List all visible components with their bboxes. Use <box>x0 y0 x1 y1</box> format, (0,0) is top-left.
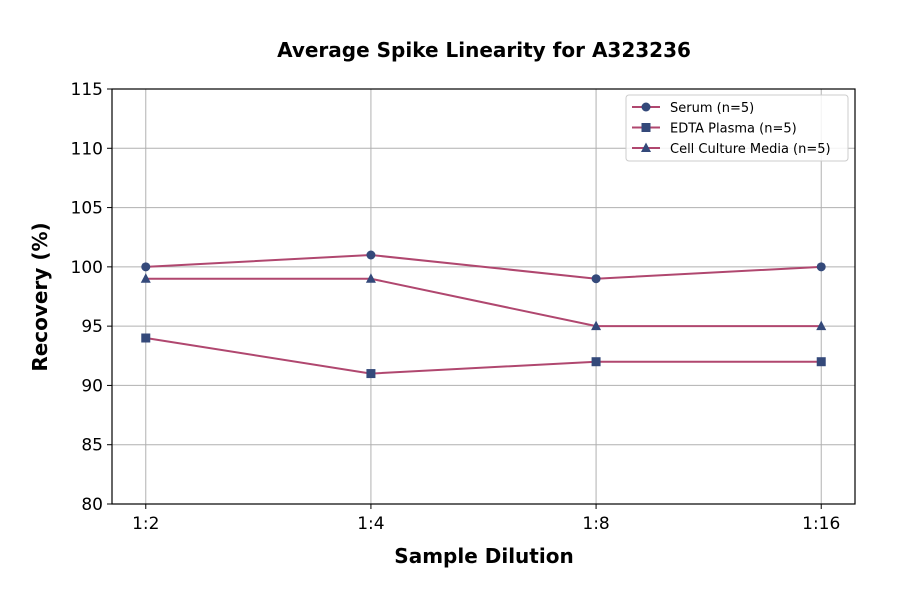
data-point-triangle <box>816 320 827 331</box>
y-tick-label: 90 <box>81 376 103 396</box>
data-point-circle <box>591 274 601 284</box>
legend-box <box>625 94 849 162</box>
x-tick-label: 1:16 <box>802 514 840 534</box>
legend-marker-triangle <box>641 142 651 152</box>
y-tick-label: 100 <box>71 258 103 278</box>
series-2 <box>140 273 827 331</box>
chart-title: Average Spike Linearity for A323236 <box>277 38 691 62</box>
data-point-square <box>141 333 151 343</box>
legend-marker-circle <box>641 102 651 112</box>
series-line <box>145 253 822 280</box>
data-point-square <box>366 369 376 379</box>
y-tick-label: 80 <box>81 495 103 515</box>
y-tick-label: 85 <box>81 436 103 456</box>
legend-label: EDTA Plasma (n=5) <box>670 122 797 137</box>
plot-frame <box>111 88 856 505</box>
legend-marker-square <box>641 123 651 132</box>
x-axis-label: Sample Dilution <box>394 544 573 568</box>
data-point-square <box>816 357 826 367</box>
data-point-circle <box>816 262 826 272</box>
data-point-triangle <box>365 273 376 283</box>
data-point-circle <box>141 262 151 272</box>
x-tick-label: 1:4 <box>357 514 384 534</box>
x-tick-label: 1:2 <box>132 514 159 534</box>
legend-label: Serum (n=5) <box>670 101 754 116</box>
y-tick-label: 115 <box>71 80 103 100</box>
legend: Serum (n=5) EDTA Plasma (n=5) Cell Culture… <box>625 94 849 162</box>
y-axis-label: Recovery (%) <box>28 222 52 371</box>
series-line <box>145 277 822 328</box>
legend-label: Cell Culture Media (n=5) <box>670 142 831 157</box>
data-point-circle <box>366 250 376 260</box>
y-tick-label: 110 <box>71 139 103 159</box>
y-tick-label: 95 <box>81 317 103 337</box>
series-0 <box>141 250 826 284</box>
x-tick-label: 1:8 <box>582 514 609 534</box>
data-point-square <box>591 357 601 367</box>
data-point-triangle <box>591 320 602 331</box>
series-1 <box>141 333 826 379</box>
data-point-triangle <box>140 273 151 283</box>
series-line <box>145 337 822 375</box>
y-tick-label: 105 <box>71 199 103 219</box>
